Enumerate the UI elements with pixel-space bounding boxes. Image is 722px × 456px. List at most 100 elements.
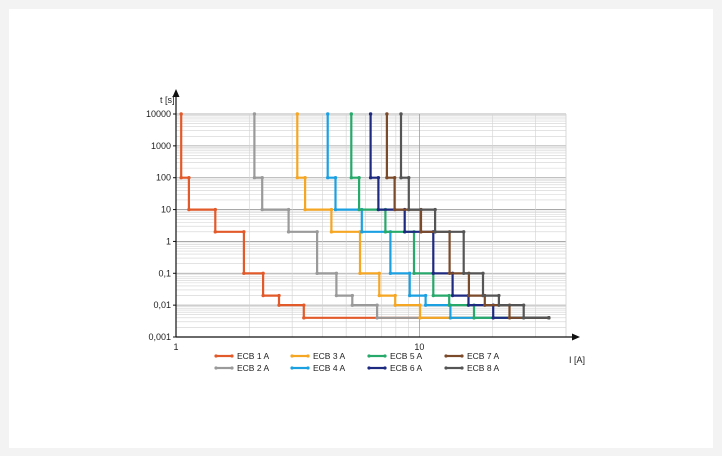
y-tick-label: 0,001 — [148, 332, 171, 342]
legend-swatch-dot — [214, 366, 218, 370]
series-point — [431, 271, 435, 275]
y-tick-label: 10000 — [146, 109, 171, 119]
y-axis-arrow — [172, 89, 180, 97]
series-point — [407, 176, 411, 180]
legend-label: ECB 1 A — [237, 351, 269, 361]
series-point — [375, 303, 379, 307]
series-line — [350, 114, 549, 319]
series-point — [333, 176, 338, 180]
legend-item: ECB 2 A — [214, 363, 269, 373]
legend-swatch-dot — [460, 354, 464, 358]
series-2 — [252, 112, 551, 320]
series-point — [334, 271, 339, 275]
grid — [175, 113, 567, 338]
series-point — [260, 207, 264, 212]
y-tick-label: 0,1 — [158, 268, 171, 278]
series-line — [296, 114, 549, 319]
series-3 — [295, 112, 551, 320]
legend-item: ECB 6 A — [367, 363, 422, 373]
series-point — [295, 112, 300, 116]
series-point — [334, 293, 339, 298]
series-point — [303, 207, 307, 212]
series-point — [407, 293, 412, 298]
series-point — [187, 207, 191, 212]
y-tick-label: 0,01 — [153, 300, 171, 310]
y-tick-label: 10 — [161, 205, 171, 215]
series-point — [242, 230, 246, 234]
legend-swatch-dot — [214, 354, 218, 358]
legend-label: ECB 7 A — [467, 351, 499, 361]
series-1 — [179, 112, 551, 320]
series-point — [433, 207, 437, 212]
series-point — [368, 176, 373, 180]
series-point — [419, 230, 423, 234]
x-axis-label: I [A] — [569, 355, 585, 365]
legend-swatch-dot — [367, 354, 371, 358]
y-axis-label: t [s] — [160, 95, 175, 105]
series-point — [448, 316, 453, 320]
series-point — [326, 176, 330, 180]
x-tick-label: 1 — [173, 342, 178, 352]
series-point — [213, 207, 217, 212]
series-point — [326, 112, 330, 116]
series-point — [483, 303, 487, 307]
series-point — [423, 303, 428, 307]
series-point — [447, 271, 452, 275]
series-point — [358, 271, 362, 275]
series-8 — [399, 112, 551, 320]
series-point — [368, 112, 373, 116]
series-point — [377, 271, 381, 275]
legend-swatch-dot — [290, 354, 294, 358]
legend-label: ECB 4 A — [313, 363, 345, 373]
series-line — [180, 114, 549, 319]
y-tick-labels: 10000 1000 100 10 1 0,1 0,01 0,001 — [146, 109, 176, 342]
legend-label: ECB 6 A — [390, 363, 422, 373]
series-point — [403, 230, 407, 234]
series-point — [286, 230, 291, 234]
legend-swatch-dot — [367, 366, 371, 370]
series-point — [507, 316, 512, 320]
series-point — [431, 293, 435, 298]
legend-label: ECB 3 A — [313, 351, 345, 361]
x-tick-label: 10 — [414, 342, 424, 352]
series-line — [399, 114, 549, 319]
legend-swatch-dot — [306, 366, 310, 370]
trip-curve-chart: t [s] I [A] 1000010001001010,10,010,001 … — [146, 89, 585, 373]
series-point — [179, 176, 183, 180]
legend-swatch-dot — [460, 366, 464, 370]
series-point — [418, 303, 422, 307]
series-point — [261, 293, 265, 298]
series-point — [252, 176, 257, 180]
series-point — [497, 303, 501, 307]
series-point — [261, 271, 265, 275]
series-point — [286, 207, 291, 212]
series-point — [547, 316, 551, 320]
series-point — [433, 230, 437, 234]
series-point — [277, 303, 281, 307]
series-line — [369, 114, 549, 319]
series-point — [399, 176, 403, 180]
series-point — [315, 230, 319, 234]
legend-label: ECB 5 A — [390, 351, 422, 361]
series-point — [360, 230, 364, 234]
series-point — [260, 176, 264, 180]
series-point — [412, 271, 416, 275]
series-point — [462, 271, 466, 275]
series-point — [521, 303, 526, 307]
series-point — [447, 303, 451, 307]
series-point — [377, 293, 381, 298]
series-point — [385, 112, 389, 116]
series-point — [462, 230, 466, 234]
series-point — [350, 293, 355, 298]
series-point — [418, 316, 422, 320]
series-point — [333, 207, 338, 212]
series-point — [242, 271, 246, 275]
series-point — [423, 293, 428, 298]
legend-item: ECB 7 A — [444, 351, 499, 361]
legend-item: ECB 4 A — [290, 363, 345, 373]
legend-swatch-dot — [306, 354, 310, 358]
series-point — [450, 293, 455, 298]
series-point — [521, 316, 526, 320]
series-point — [407, 207, 411, 212]
series-point — [393, 303, 397, 307]
